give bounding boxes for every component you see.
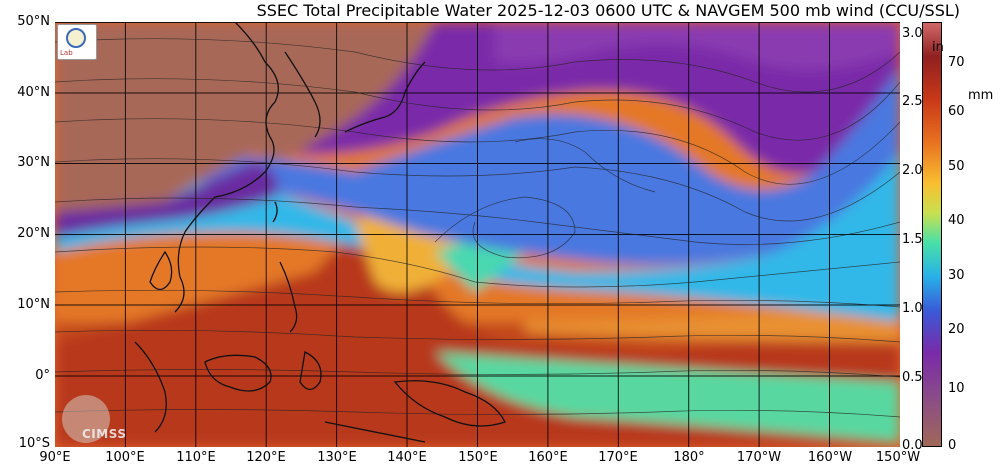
tick-in-1-0: 1.0	[902, 301, 923, 316]
lon-label-160w: 160°W	[807, 450, 853, 465]
seal-icon	[66, 28, 86, 48]
lon-label-170w: 170°W	[736, 450, 782, 465]
colorbar	[922, 22, 942, 447]
lon-label-150e: 150°E	[458, 450, 498, 465]
graticule	[55, 22, 900, 447]
lat-label-40n: 40°N	[17, 85, 50, 100]
lat-label-50n: 50°N	[17, 14, 50, 29]
wind-streamlines	[55, 38, 900, 418]
lon-label-160e: 160°E	[528, 450, 568, 465]
ssec-logo: Lab	[57, 24, 97, 60]
lat-label-30n: 30°N	[17, 155, 50, 170]
tick-mm-50: 50	[948, 159, 965, 174]
watermark-label: CIMSS	[82, 427, 127, 441]
tpw-map	[55, 22, 900, 447]
cimss-watermark: CIMSS	[60, 395, 130, 447]
logo-text: Lab	[60, 49, 73, 57]
colorbar-unit-mm: mm	[968, 88, 994, 103]
tick-mm-60: 60	[948, 104, 965, 119]
tick-in-2-0: 2.0	[902, 163, 923, 178]
lon-label-120e: 120°E	[246, 450, 286, 465]
tick-in-3-0: 3.0	[902, 26, 923, 41]
map-title: SSEC Total Precipitable Water 2025-12-03…	[256, 1, 960, 20]
tick-in-2-5: 2.5	[902, 94, 923, 109]
lat-label-0: 0°	[35, 368, 50, 383]
tick-mm-70: 70	[948, 55, 965, 70]
tick-mm-20: 20	[948, 322, 965, 337]
tick-mm-10: 10	[948, 381, 965, 396]
lat-label-10n: 10°N	[17, 297, 50, 312]
lat-label-10s: 10°S	[18, 436, 50, 451]
lon-label-130e: 130°E	[317, 450, 357, 465]
globe-icon	[62, 395, 110, 443]
tick-in-0-0: 0.0	[902, 438, 923, 453]
lon-label-180: 180°	[673, 450, 705, 465]
tick-mm-30: 30	[948, 268, 965, 283]
tick-in-0-5: 0.5	[902, 370, 923, 385]
lon-label-140e: 140°E	[387, 450, 427, 465]
lon-label-150w: 150°W	[875, 450, 921, 465]
lon-label-170e: 170°E	[598, 450, 638, 465]
tick-in-1-5: 1.5	[902, 232, 923, 247]
colorbar-unit-in: in	[932, 40, 944, 55]
tick-mm-0: 0	[948, 438, 957, 453]
lon-label-110e: 110°E	[176, 450, 216, 465]
lon-label-90e: 90°E	[39, 450, 71, 465]
lat-label-20n: 20°N	[17, 226, 50, 241]
tpw-field	[55, 22, 900, 447]
coastlines	[134, 22, 506, 443]
lon-label-100e: 100°E	[105, 450, 145, 465]
tick-mm-40: 40	[948, 213, 965, 228]
